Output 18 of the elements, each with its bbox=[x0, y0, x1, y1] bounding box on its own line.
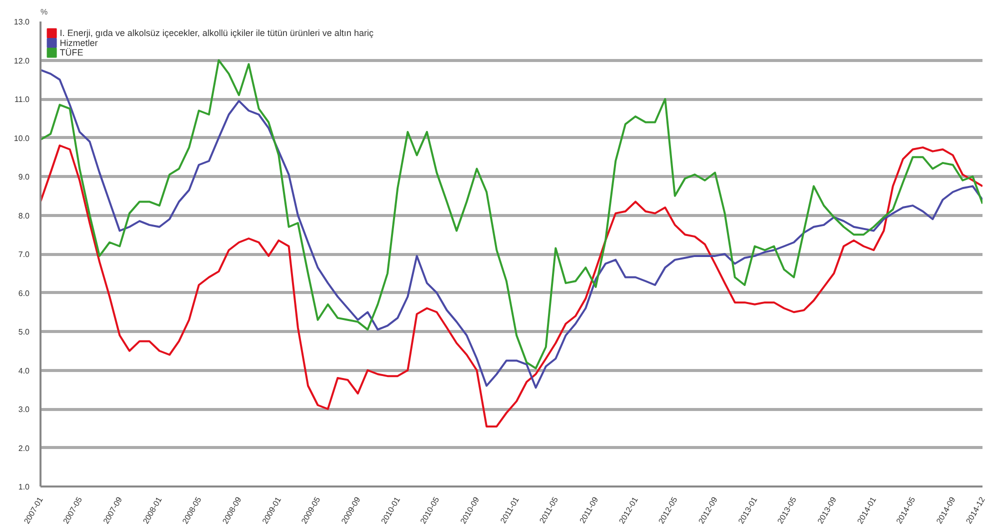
legend-label: Hizmetler bbox=[60, 38, 98, 48]
y-tick-label: 12.0 bbox=[14, 56, 30, 66]
y-tick-label: 9.0 bbox=[18, 172, 30, 182]
y-tick-label: 6.0 bbox=[18, 288, 30, 298]
y-tick-label: 13.0 bbox=[14, 18, 30, 26]
y-tick-label: 4.0 bbox=[18, 366, 30, 376]
y-axis-title: % bbox=[40, 8, 48, 16]
y-tick-label: 7.0 bbox=[18, 250, 30, 259]
y-tick-label: 3.0 bbox=[18, 405, 30, 414]
line-series bbox=[40, 144, 982, 428]
y-tick-label: 8.0 bbox=[18, 211, 30, 220]
y-tick-label: 2.0 bbox=[18, 444, 30, 453]
y-tick-label: 5.0 bbox=[18, 328, 30, 336]
y-tick-label: 10.0 bbox=[14, 134, 30, 143]
y-tick-label: 11.0 bbox=[14, 95, 30, 104]
y-tick-label: 1.0 bbox=[18, 482, 30, 492]
legend-label: TÜFE bbox=[60, 48, 84, 58]
legend-label: I. Enerji, gıda ve alkolsüz içecekler, alkollü içkiler ile tütün ürünleri ve altın hariç bbox=[60, 28, 374, 38]
